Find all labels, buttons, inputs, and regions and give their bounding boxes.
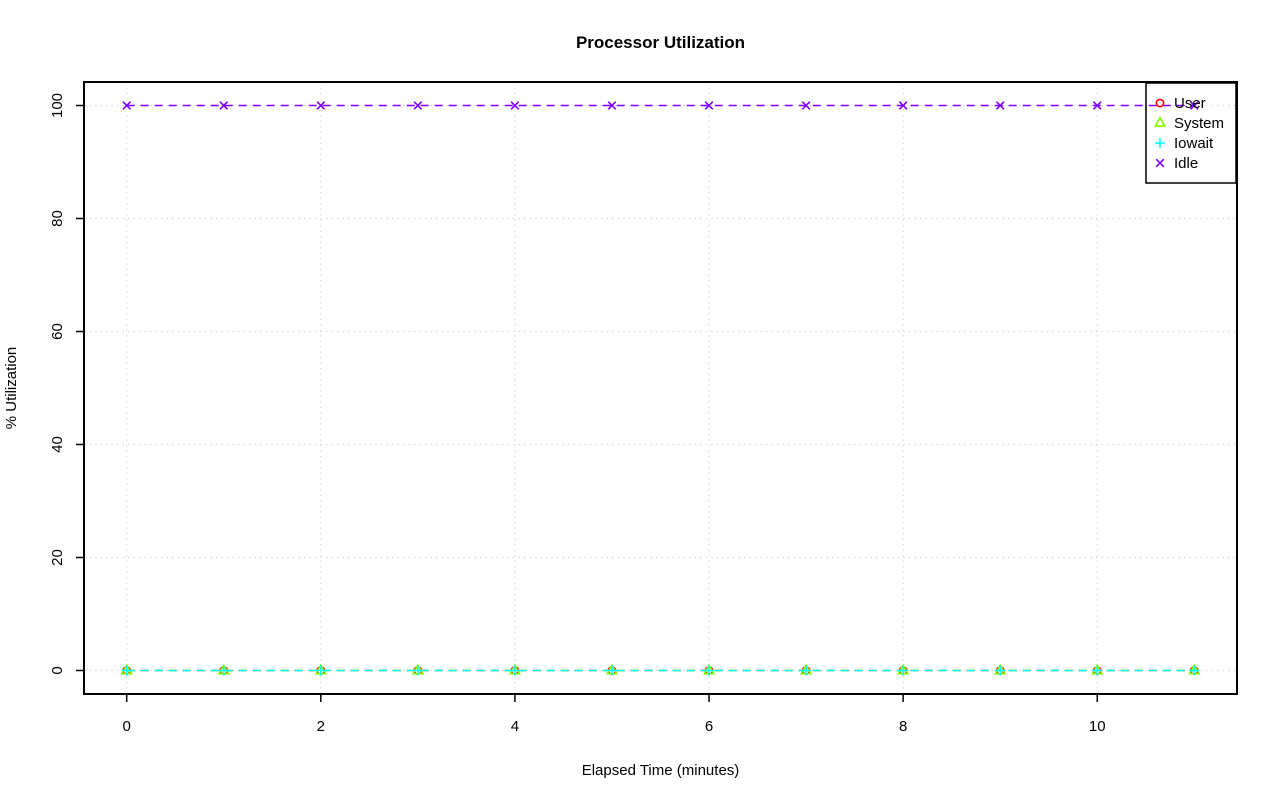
- series-iowait-marker-plus-glyph: [1092, 665, 1103, 676]
- legend-label-system: System: [1174, 115, 1224, 132]
- series-idle-marker-x-glyph: [510, 101, 520, 110]
- legend-user-symbol: [1155, 98, 1165, 108]
- series-iowait-marker-plus-glyph: [704, 665, 715, 676]
- series-iowait-marker: [315, 665, 326, 676]
- series-idle-marker: [316, 101, 326, 110]
- x-axis-tick-label: 8: [899, 718, 907, 735]
- y-axis-tick-label: 20: [49, 549, 66, 566]
- series-iowait-marker-plus-glyph: [801, 665, 812, 676]
- series-idle-marker: [122, 101, 132, 110]
- series-iowait-marker: [704, 665, 715, 676]
- plot-border: [83, 81, 1238, 695]
- legend-idle-symbol: [1155, 158, 1165, 168]
- series-idle-marker: [510, 101, 520, 110]
- series-group: [120, 101, 1201, 676]
- series-idle-marker-x-glyph: [704, 101, 714, 110]
- x-axis-tick-label: 4: [511, 718, 519, 735]
- series-idle-marker: [898, 101, 908, 110]
- legend-iowait-symbol-plus-glyph: [1155, 138, 1165, 148]
- series-iowait-marker-plus-glyph: [121, 665, 132, 676]
- series-idle-marker: [1189, 101, 1199, 110]
- series-idle-marker-x-glyph: [1092, 101, 1102, 110]
- series-idle-marker-x-glyph: [219, 101, 229, 110]
- series-idle-marker: [219, 101, 229, 110]
- legend-iowait-symbol: [1155, 138, 1165, 148]
- series-iowait-marker: [606, 665, 617, 676]
- series-iowait-marker: [121, 665, 132, 676]
- series-idle-marker: [995, 101, 1005, 110]
- series-idle-marker: [1092, 101, 1102, 110]
- y-axis-label: % Utilization: [3, 347, 20, 430]
- series-iowait-marker: [995, 665, 1006, 676]
- series-iowait-marker-plus-glyph: [218, 665, 229, 676]
- series-idle-marker: [704, 101, 714, 110]
- series-iowait-marker: [1092, 665, 1103, 676]
- series-iowait-marker-plus-glyph: [898, 665, 909, 676]
- series-iowait-marker-plus-glyph: [1189, 665, 1200, 676]
- y-axis-tick-label: 60: [49, 323, 66, 340]
- x-axis-tick-label: 0: [123, 718, 131, 735]
- series-iowait-marker: [509, 665, 520, 676]
- series-idle-marker-x-glyph: [607, 101, 617, 110]
- series-idle-marker-x-glyph: [995, 101, 1005, 110]
- legend-label-user: User: [1174, 95, 1206, 112]
- series-iowait-marker: [412, 665, 423, 676]
- series-iowait-marker: [218, 665, 229, 676]
- series-iowait-marker: [801, 665, 812, 676]
- series-idle-marker: [413, 101, 423, 110]
- series-iowait-marker-plus-glyph: [509, 665, 520, 676]
- y-axis-tick-label: 40: [49, 436, 66, 453]
- x-axis-tick-label: 6: [705, 718, 713, 735]
- series-idle-marker: [607, 101, 617, 110]
- y-axis-tick-label: 100: [49, 93, 66, 118]
- series-idle-marker-x-glyph: [1189, 101, 1199, 110]
- series-iowait-marker: [898, 665, 909, 676]
- series-iowait-marker-plus-glyph: [606, 665, 617, 676]
- x-axis-label: Elapsed Time (minutes): [582, 762, 740, 779]
- legend-label-idle: Idle: [1174, 155, 1198, 172]
- legend-system-symbol-triangle-glyph: [1153, 115, 1167, 127]
- legend-user-symbol-circle-glyph: [1155, 98, 1165, 108]
- series-idle-marker-x-glyph: [316, 101, 326, 110]
- legend-system-symbol: [1153, 115, 1167, 127]
- series-iowait-marker-plus-glyph: [315, 665, 326, 676]
- series-idle-marker-x-glyph: [122, 101, 132, 110]
- series-iowait-marker: [1189, 665, 1200, 676]
- series-idle-marker: [801, 101, 811, 110]
- series-iowait-marker-plus-glyph: [412, 665, 423, 676]
- y-axis-tick-label: 80: [49, 210, 66, 227]
- legend-label-iowait: Iowait: [1174, 135, 1214, 152]
- series-iowait-marker-plus-glyph: [995, 665, 1006, 676]
- x-axis-tick-label: 10: [1089, 718, 1106, 735]
- chart-title: Processor Utilization: [576, 33, 745, 52]
- legend-idle-symbol-x-glyph: [1155, 158, 1165, 168]
- x-axis-tick-label: 2: [317, 718, 325, 735]
- series-idle-marker-x-glyph: [898, 101, 908, 110]
- series-idle-marker-x-glyph: [801, 101, 811, 110]
- y-axis-tick-label: 0: [49, 666, 66, 674]
- series-idle-marker-x-glyph: [413, 101, 423, 110]
